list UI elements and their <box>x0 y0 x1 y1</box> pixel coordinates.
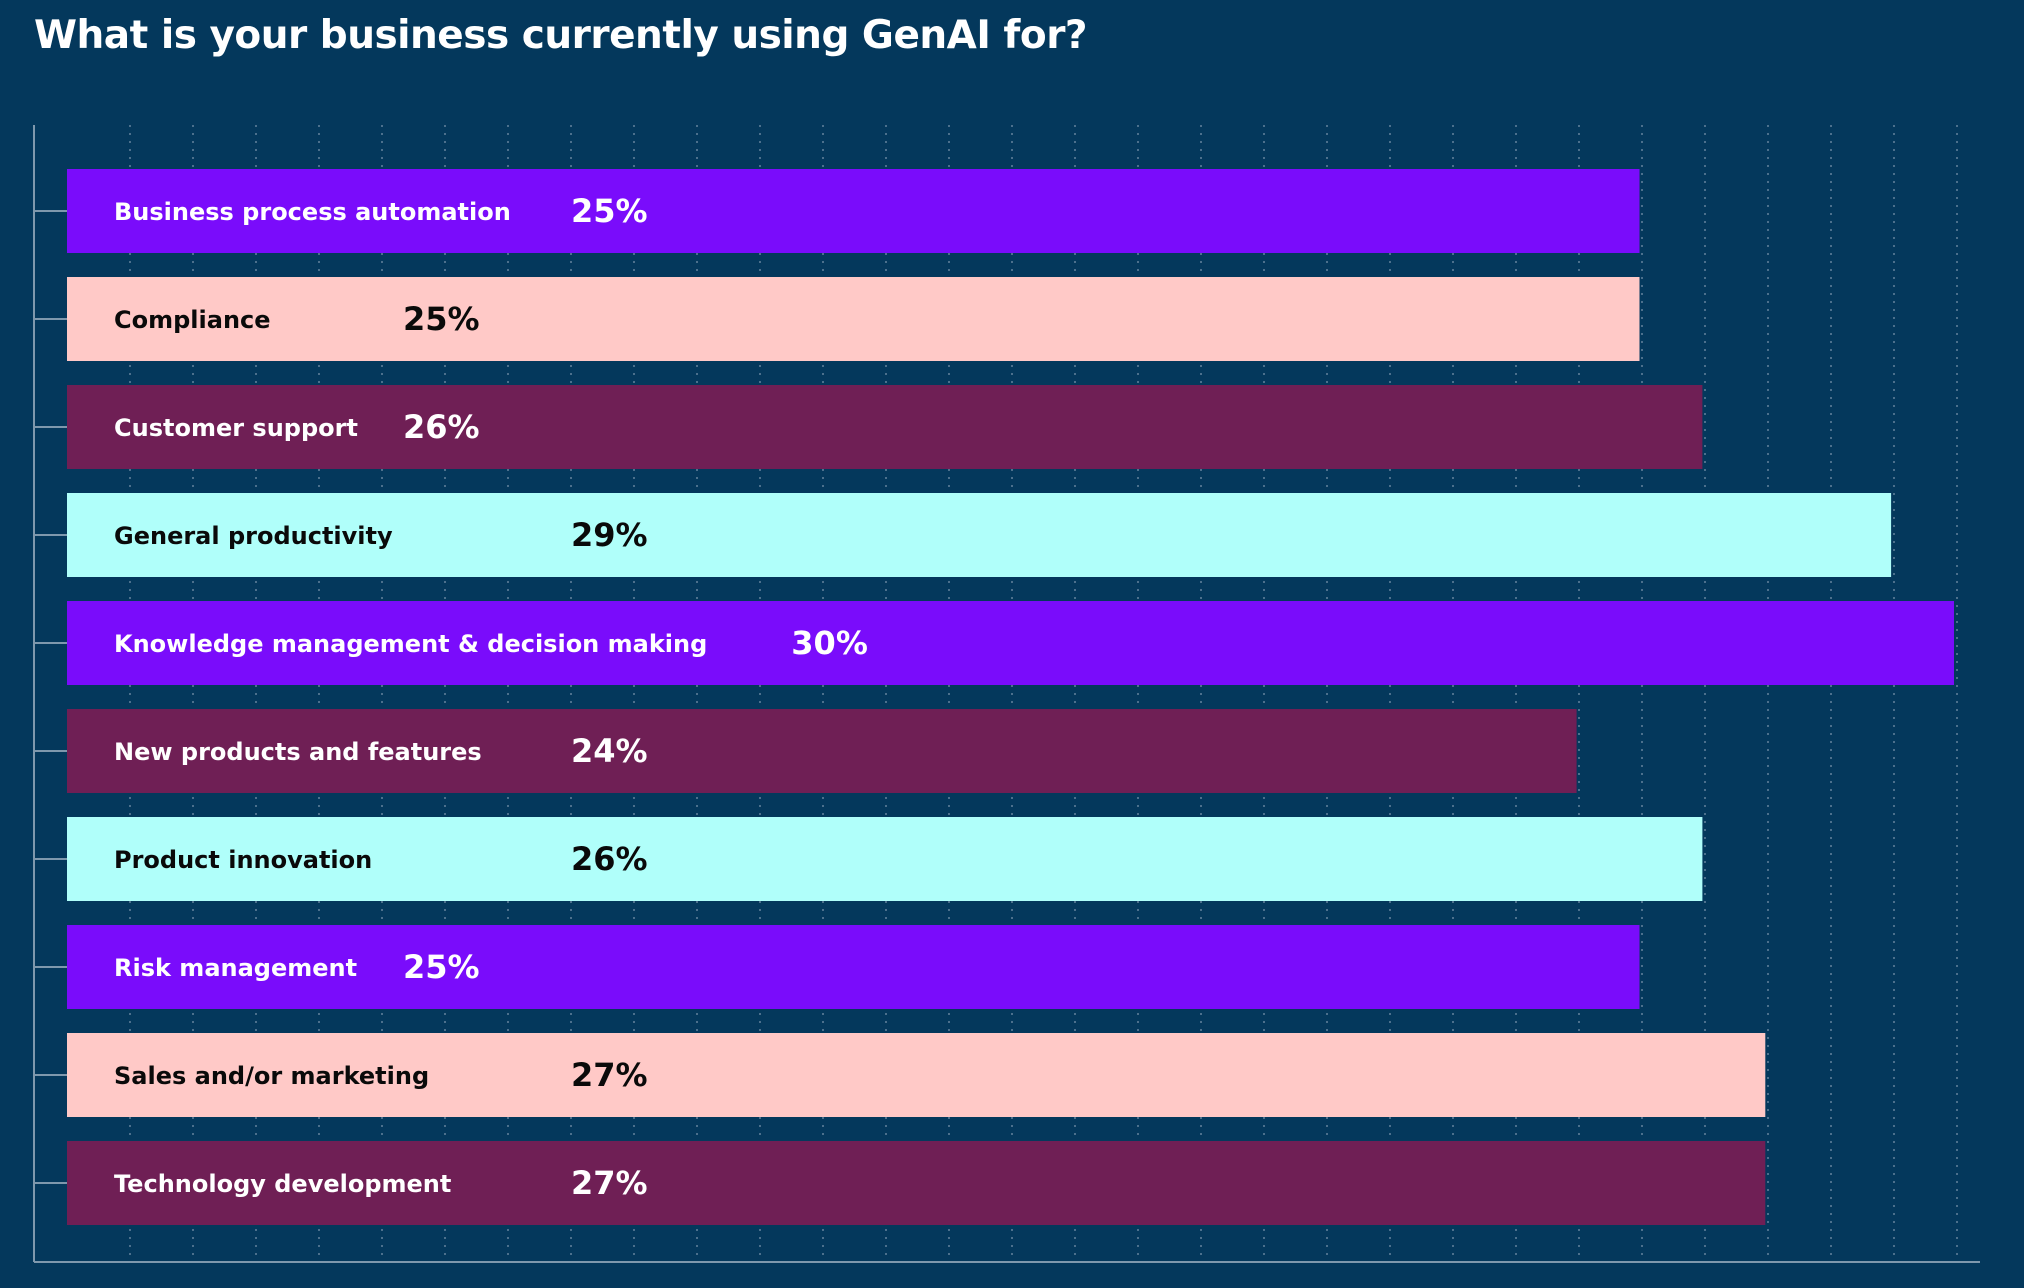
bar-group: Product innovation 26% <box>67 817 1703 901</box>
value-label: 30% <box>791 624 868 662</box>
bar <box>67 385 1703 469</box>
bar-group: Compliance 25% <box>67 277 1640 361</box>
bar <box>67 493 1892 577</box>
value-label: 24% <box>571 732 648 770</box>
category-label: Technology development <box>114 1170 451 1198</box>
axes <box>33 125 1980 1263</box>
bar-group: General productivity 29% <box>67 493 1892 577</box>
bar-group: Risk management 25% <box>67 925 1640 1009</box>
value-label: 26% <box>403 408 480 446</box>
bar-group: Business process automation 25% <box>67 169 1640 253</box>
bar-group: Sales and/or marketing 27% <box>67 1033 1766 1117</box>
value-label: 29% <box>571 516 648 554</box>
value-label: 25% <box>403 300 480 338</box>
bar <box>67 277 1640 361</box>
category-label: Customer support <box>114 414 358 442</box>
bar-group: Technology development 27% <box>67 1141 1766 1225</box>
value-label: 27% <box>571 1056 648 1094</box>
category-label: Sales and/or marketing <box>114 1062 429 1090</box>
bar-group: Knowledge management & decision making 30… <box>67 601 1954 685</box>
value-label: 25% <box>571 192 648 230</box>
bar-group: New products and features 24% <box>67 709 1577 793</box>
value-label: 27% <box>571 1164 648 1202</box>
category-label: Knowledge management & decision making <box>114 630 707 658</box>
category-label: Product innovation <box>114 846 372 874</box>
category-label: New products and features <box>114 738 482 766</box>
bars: Business process automation 25%Compliance… <box>67 169 1954 1225</box>
gridlines <box>129 125 1958 1262</box>
chart-title: What is your business currently using Ge… <box>34 13 1088 58</box>
category-label: Business process automation <box>114 198 511 226</box>
bar <box>67 709 1577 793</box>
category-label: Risk management <box>114 954 357 982</box>
category-label: Compliance <box>114 306 271 334</box>
bar <box>67 1033 1766 1117</box>
category-label: General productivity <box>114 522 393 550</box>
value-label: 26% <box>571 840 648 878</box>
bar-group: Customer support 26% <box>67 385 1703 469</box>
bar <box>67 817 1703 901</box>
bar <box>67 601 1954 685</box>
value-label: 25% <box>403 948 480 986</box>
bar <box>67 925 1640 1009</box>
bar <box>67 1141 1766 1225</box>
bar <box>67 169 1640 253</box>
